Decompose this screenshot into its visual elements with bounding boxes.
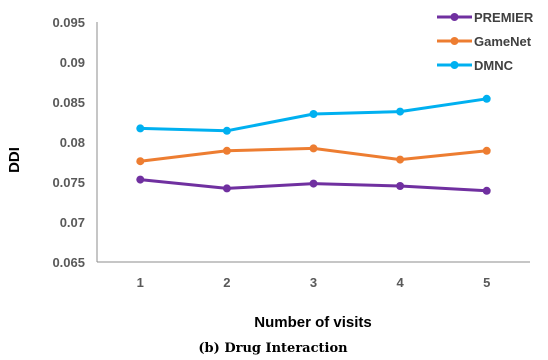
- legend-swatch-marker: [450, 37, 459, 45]
- y-axis-title: DDI: [6, 147, 23, 173]
- data-point-gamenet: [222, 146, 231, 155]
- x-tick-label: 5: [483, 275, 490, 290]
- y-axis-ticks: 0.065 0.07 0.075 0.08 0.085 0.09 0.095: [52, 15, 85, 270]
- y-tick-label: 0.095: [52, 15, 85, 30]
- x-tick-label: 4: [396, 275, 404, 290]
- y-tick-label: 0.07: [60, 215, 85, 230]
- series-premier: [136, 175, 491, 195]
- x-tick-label: 2: [223, 275, 230, 290]
- x-tick-label: 3: [310, 275, 317, 290]
- y-tick-label: 0.085: [52, 95, 85, 110]
- y-tick-label: 0.09: [60, 55, 85, 70]
- data-point-gamenet: [396, 155, 405, 164]
- data-point-gamenet: [136, 157, 145, 166]
- y-tick-label: 0.065: [52, 255, 85, 270]
- legend-item-premier: PREMIER: [437, 10, 534, 25]
- data-point-dmnc: [482, 94, 491, 103]
- legend-swatch-marker: [450, 61, 459, 69]
- legend-label: DMNC: [474, 58, 514, 73]
- figure-caption: (b) Drug Interaction: [198, 341, 348, 356]
- data-point-dmnc: [222, 126, 231, 135]
- data-point-premier: [482, 186, 491, 195]
- data-point-premier: [222, 184, 231, 193]
- series-dmnc: [136, 94, 491, 135]
- y-tick-label: 0.075: [52, 175, 85, 190]
- legend-swatch-marker: [450, 13, 459, 21]
- data-point-premier: [396, 182, 405, 190]
- data-point-dmnc: [396, 107, 405, 116]
- legend: PREMIER GameNet DMNC: [437, 10, 534, 73]
- series-gamenet: [136, 144, 491, 166]
- data-point-premier: [136, 175, 145, 184]
- series-layer: [136, 94, 491, 195]
- x-tick-label: 1: [137, 275, 144, 290]
- data-point-premier: [309, 179, 318, 188]
- data-point-dmnc: [309, 110, 318, 118]
- legend-label: GameNet: [474, 34, 532, 49]
- y-tick-label: 0.08: [60, 135, 85, 150]
- x-axis-title: Number of visits: [254, 314, 372, 331]
- data-point-gamenet: [309, 144, 318, 153]
- data-point-gamenet: [482, 146, 491, 155]
- legend-item-dmnc: DMNC: [437, 58, 514, 73]
- legend-label: PREMIER: [474, 10, 534, 25]
- data-point-dmnc: [136, 124, 145, 133]
- x-axis-ticks: 1 2 3 4 5: [137, 275, 491, 290]
- legend-item-gamenet: GameNet: [437, 34, 532, 49]
